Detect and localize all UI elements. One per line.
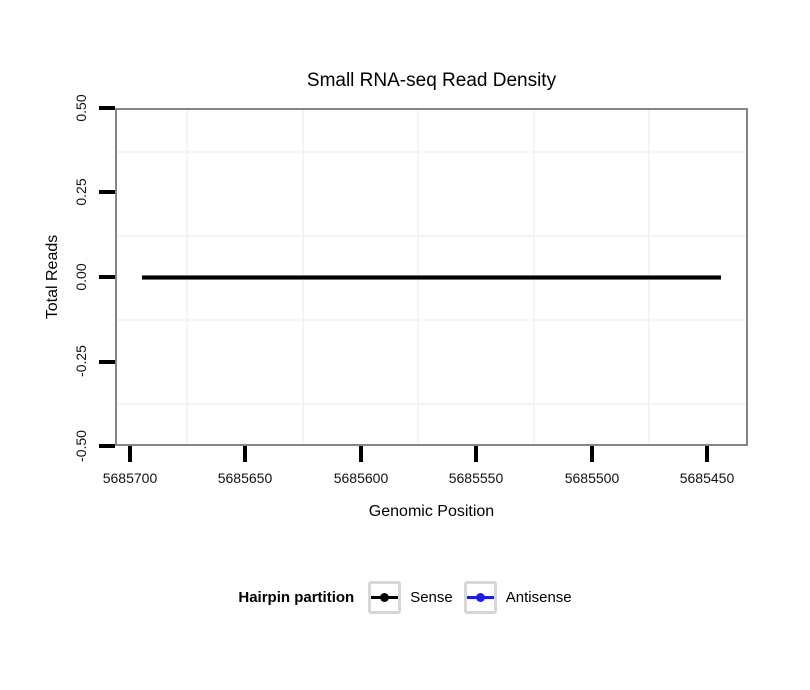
x-tick-label: 5685550 [448, 470, 504, 486]
legend: Hairpin partition Sense Antisense [0, 578, 810, 616]
y-tick-mark [99, 360, 115, 364]
minor-gridline [117, 151, 746, 153]
legend-entry-sense: Sense [368, 580, 453, 614]
plot-panel [115, 108, 748, 446]
x-tick-label: 5685650 [217, 470, 273, 486]
x-axis-title: Genomic Position [368, 503, 495, 520]
x-tick-label: 5685500 [564, 470, 620, 486]
minor-gridline [117, 235, 746, 237]
x-tick-label: 5685450 [679, 470, 735, 486]
legend-label-sense: Sense [410, 588, 453, 606]
legend-label-antisense: Antisense [505, 588, 572, 606]
legend-key-antisense [463, 580, 497, 614]
y-tick-label: 0.25 [73, 178, 89, 206]
legend-key-sense [368, 580, 402, 614]
data-line-sense [142, 276, 721, 279]
legend-title: Hairpin partition [238, 588, 355, 606]
y-tick-label: 0.50 [73, 94, 89, 122]
y-tick-label: 0.00 [73, 263, 89, 291]
x-tick-mark [590, 446, 594, 462]
x-tick-mark [128, 446, 132, 462]
minor-gridline [117, 319, 746, 321]
legend-point-icon [475, 592, 485, 602]
y-tick-mark [99, 106, 115, 110]
y-tick-mark [99, 275, 115, 279]
x-tick-label: 5685600 [333, 470, 389, 486]
chart-title: Small RNA-seq Read Density [306, 70, 557, 91]
y-tick-mark [99, 444, 115, 448]
legend-entry-antisense: Antisense [463, 580, 572, 614]
legend-point-icon [380, 592, 390, 602]
y-tick-label: -0.25 [73, 345, 89, 377]
y-tick-label: -0.50 [73, 430, 89, 462]
x-tick-mark [359, 446, 363, 462]
x-tick-mark [474, 446, 478, 462]
minor-gridline [117, 403, 746, 405]
x-tick-mark [243, 446, 247, 462]
x-tick-mark [705, 446, 709, 462]
y-tick-mark [99, 190, 115, 194]
y-axis-title: Total Reads [44, 234, 61, 320]
x-tick-label: 5685700 [102, 470, 158, 486]
